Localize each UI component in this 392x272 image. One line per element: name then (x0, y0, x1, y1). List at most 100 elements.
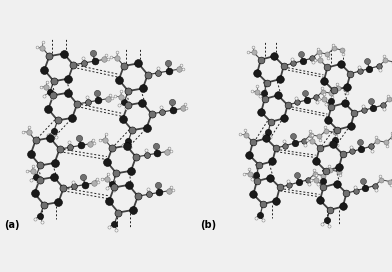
Point (95, 98, 102, 103)
Point (254, 179, 260, 183)
Point (296, 180, 302, 184)
Point (313, 172, 319, 177)
Point (249, 89, 255, 94)
Point (129, 128, 135, 132)
Point (109, 96, 115, 100)
Point (61, 51, 67, 56)
Point (51, 129, 57, 134)
Point (334, 128, 341, 132)
Point (50, 93, 56, 98)
Point (55, 200, 62, 204)
Point (313, 95, 319, 100)
Point (37, 163, 43, 168)
Point (332, 134, 339, 138)
Point (323, 169, 329, 173)
Point (105, 57, 111, 61)
Point (381, 107, 387, 112)
Point (335, 85, 341, 90)
Point (301, 91, 308, 95)
Point (294, 100, 300, 105)
Point (336, 165, 342, 169)
Point (139, 100, 145, 105)
Point (316, 50, 322, 55)
Point (165, 61, 171, 65)
Point (254, 71, 260, 75)
Point (292, 141, 298, 145)
Point (180, 66, 186, 71)
Point (281, 116, 287, 120)
Point (322, 184, 328, 188)
Point (155, 71, 162, 75)
Point (29, 169, 36, 174)
Point (66, 140, 73, 145)
Point (241, 172, 247, 176)
Point (24, 169, 30, 173)
Point (309, 133, 315, 138)
Point (319, 89, 326, 94)
Point (45, 132, 51, 137)
Point (374, 138, 381, 143)
Point (143, 125, 150, 130)
Point (343, 87, 350, 91)
Point (336, 169, 342, 174)
Point (312, 172, 318, 176)
Point (149, 112, 155, 116)
Point (41, 203, 47, 207)
Point (317, 138, 323, 143)
Point (101, 57, 107, 61)
Point (243, 132, 249, 137)
Point (327, 141, 333, 146)
Point (91, 141, 98, 145)
Point (135, 61, 142, 66)
Point (130, 208, 136, 212)
Point (250, 192, 256, 197)
Point (325, 56, 331, 60)
Point (330, 42, 336, 47)
Point (105, 97, 111, 101)
Point (309, 138, 316, 143)
Point (80, 56, 86, 60)
Point (242, 127, 249, 132)
Point (381, 54, 387, 58)
Point (133, 155, 139, 159)
Point (156, 190, 162, 194)
Point (40, 40, 46, 45)
Point (104, 172, 111, 176)
Point (286, 183, 292, 187)
Point (111, 185, 117, 190)
Point (352, 184, 358, 189)
Point (347, 72, 354, 76)
Point (154, 151, 160, 155)
Point (104, 177, 110, 181)
Point (304, 138, 310, 143)
Point (53, 135, 59, 140)
Point (314, 99, 320, 104)
Point (70, 63, 76, 67)
Point (321, 97, 327, 102)
Point (364, 59, 370, 64)
Point (170, 108, 176, 112)
Point (247, 172, 253, 176)
Point (109, 182, 116, 187)
Point (118, 95, 124, 99)
Point (301, 138, 307, 143)
Point (106, 199, 112, 203)
Point (327, 168, 333, 172)
Point (51, 175, 57, 179)
Point (85, 100, 91, 104)
Point (145, 72, 151, 77)
Point (143, 148, 149, 152)
Point (166, 145, 172, 150)
Point (47, 90, 53, 94)
Point (316, 146, 323, 150)
Point (308, 132, 314, 137)
Point (330, 88, 337, 93)
Point (325, 118, 331, 122)
Point (330, 142, 336, 147)
Point (313, 178, 319, 182)
Point (90, 138, 96, 142)
Point (112, 94, 118, 98)
Point (307, 129, 313, 133)
Point (95, 180, 102, 184)
Point (387, 179, 392, 184)
